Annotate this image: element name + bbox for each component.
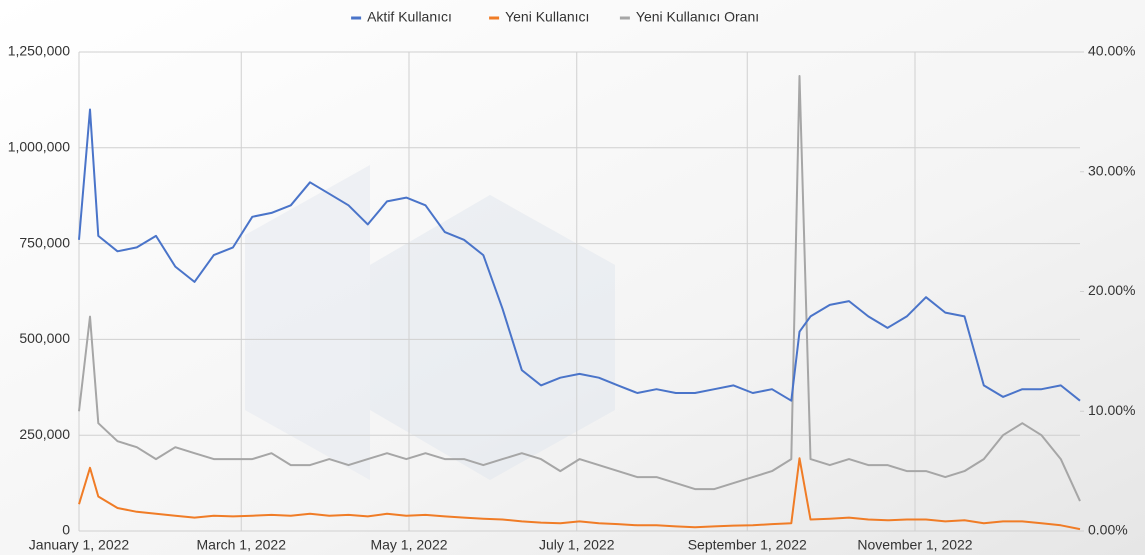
x-tick-label: March 1, 2022 bbox=[197, 537, 287, 553]
y-tick-label: 0 bbox=[62, 522, 70, 538]
y2-tick-label: 20.00% bbox=[1088, 282, 1135, 298]
watermark bbox=[370, 195, 615, 480]
y-tick-label: 500,000 bbox=[19, 330, 70, 346]
y-tick-label: 750,000 bbox=[19, 234, 70, 250]
x-tick-label: September 1, 2022 bbox=[688, 537, 807, 553]
y2-tick-label: 10.00% bbox=[1088, 402, 1135, 418]
x-tick-label: November 1, 2022 bbox=[857, 537, 972, 553]
series-line bbox=[78, 457, 1081, 531]
y2-tick-label: 40.00% bbox=[1088, 43, 1135, 59]
legend-label: Aktif Kullanıcı bbox=[367, 9, 452, 25]
series-line bbox=[78, 108, 1081, 402]
x-tick-label: January 1, 2022 bbox=[29, 537, 130, 553]
legend-label: Yeni Kullanıcı bbox=[505, 9, 589, 25]
y-tick-label: 1,000,000 bbox=[8, 139, 70, 155]
series-line bbox=[78, 75, 1081, 502]
x-tick-label: May 1, 2022 bbox=[370, 537, 447, 553]
y-tick-label: 250,000 bbox=[19, 426, 70, 442]
y-tick-label: 1,250,000 bbox=[8, 43, 70, 59]
y2-tick-label: 0.00% bbox=[1088, 522, 1128, 538]
x-tick-label: July 1, 2022 bbox=[539, 537, 615, 553]
legend-label: Yeni Kullanıcı Oranı bbox=[636, 9, 759, 25]
y2-tick-label: 30.00% bbox=[1088, 162, 1135, 178]
